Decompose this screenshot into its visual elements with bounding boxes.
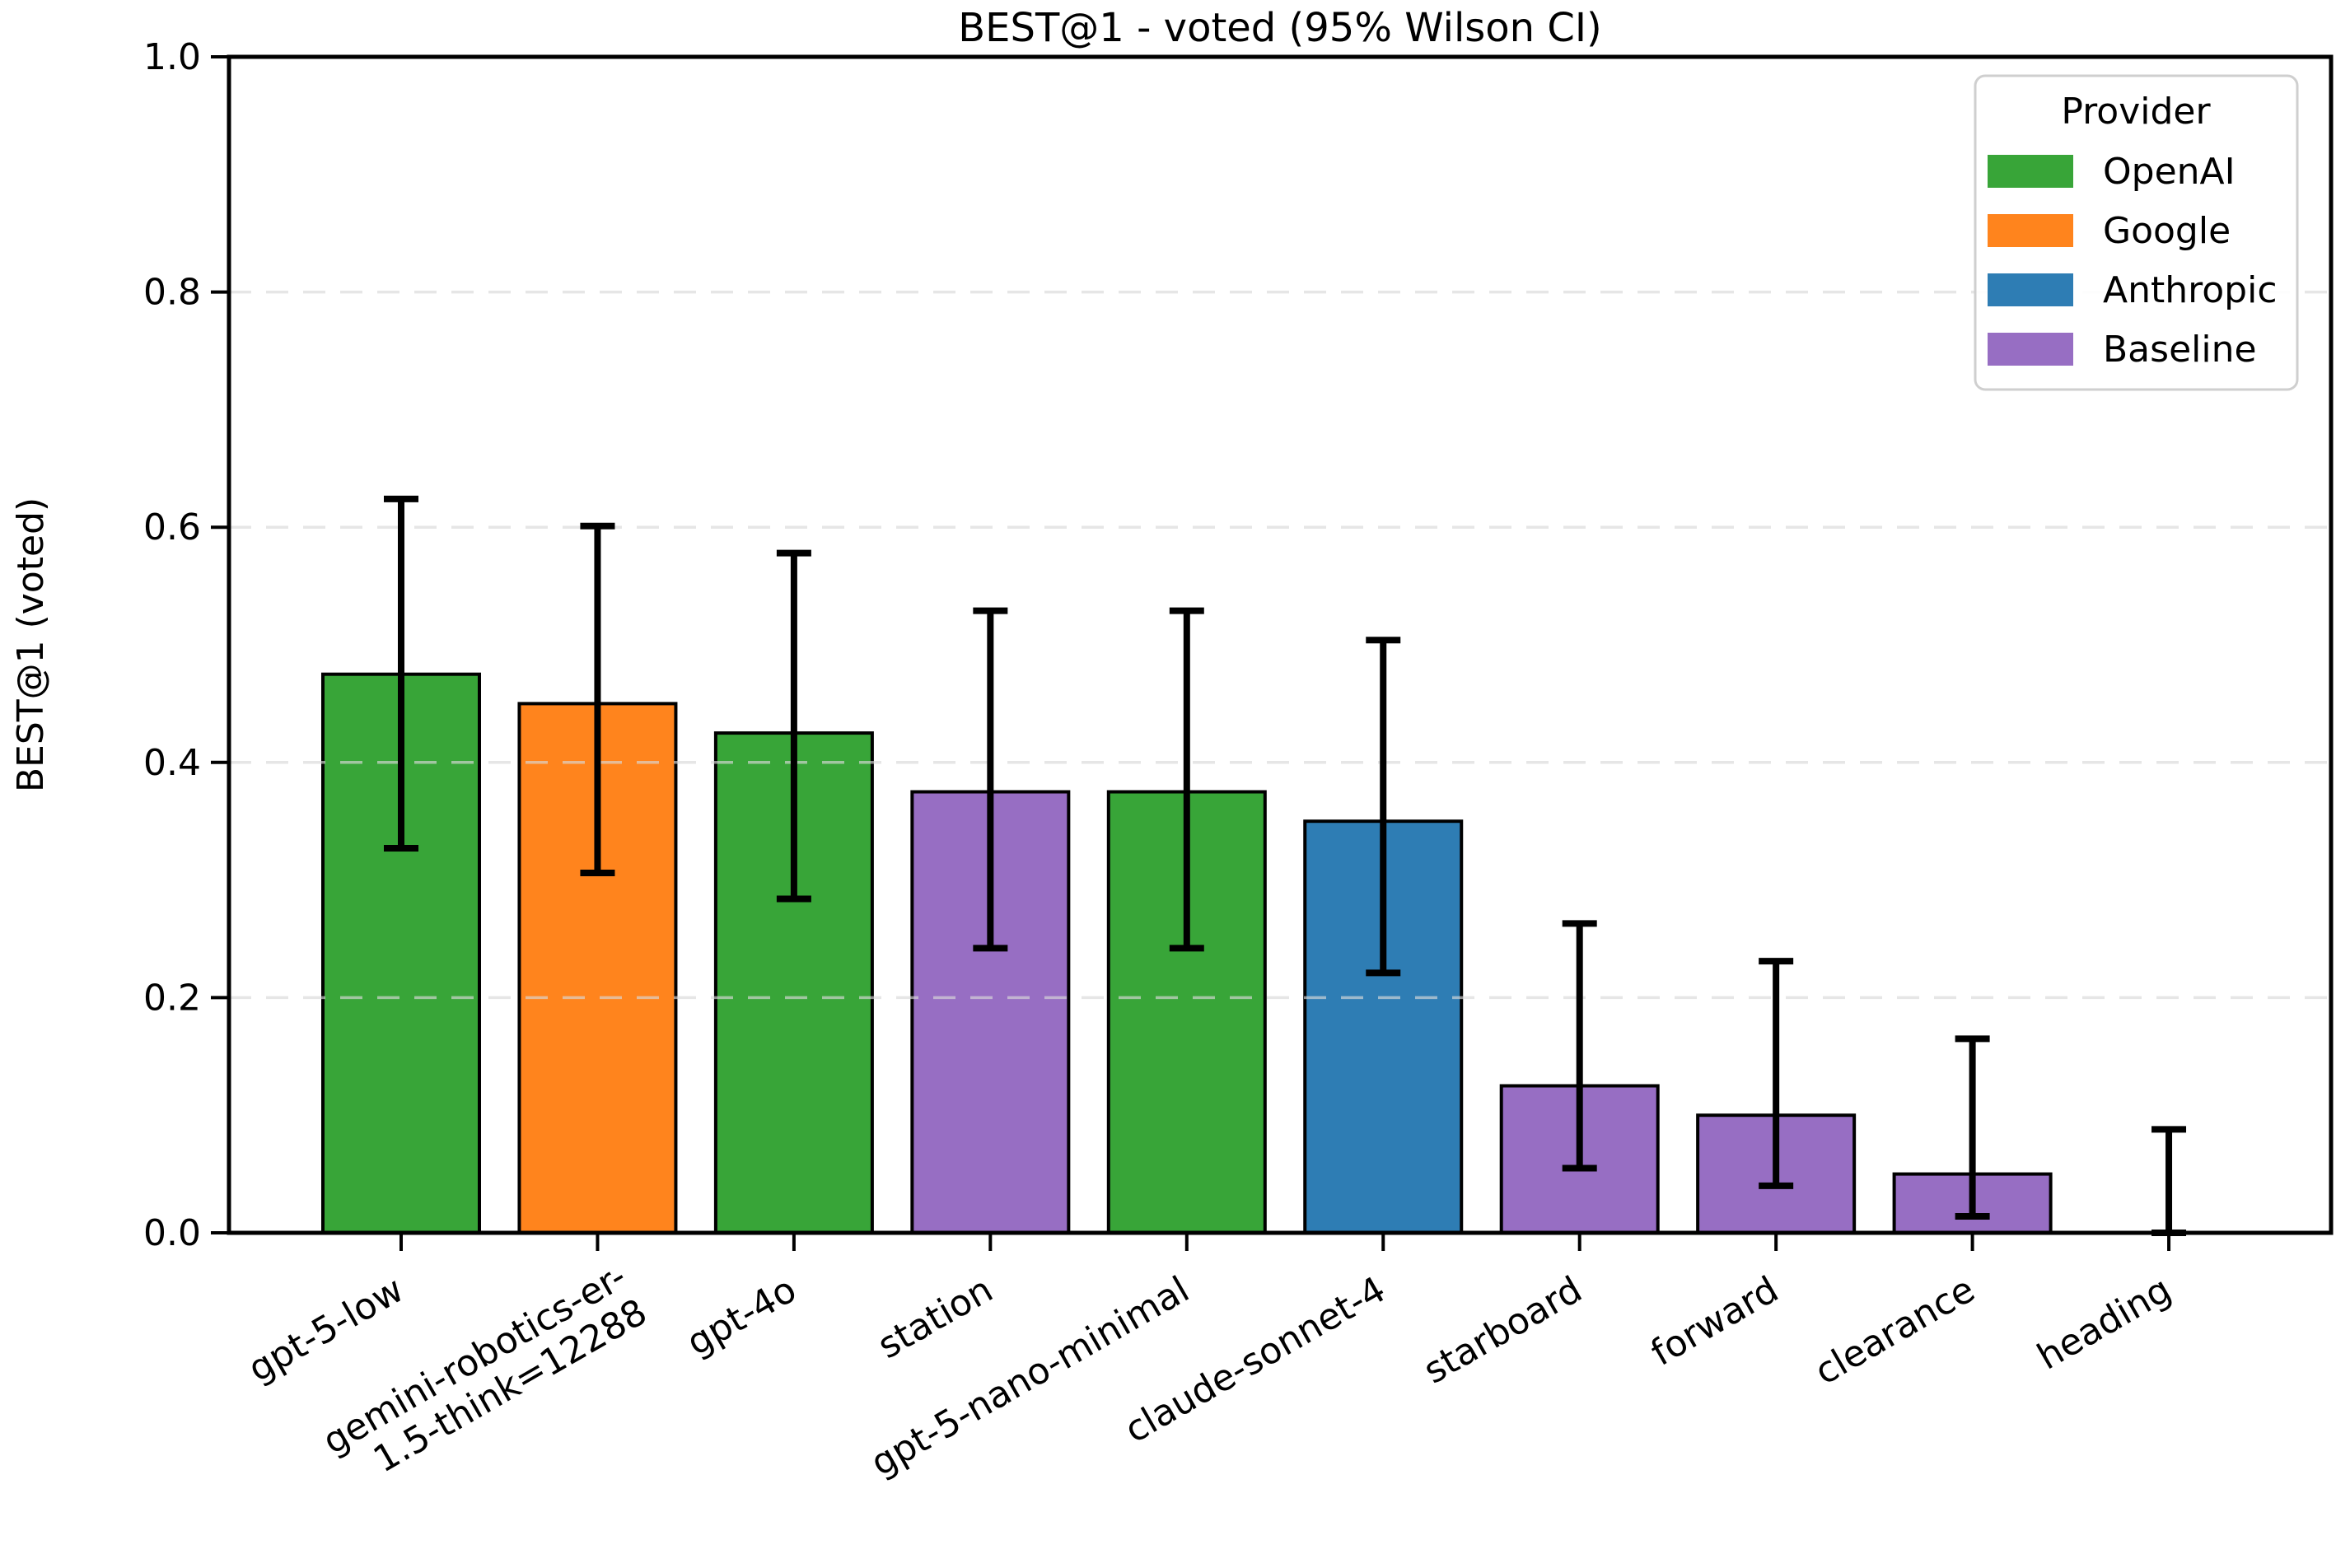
error-bar-gpt-5-nano-minimal [1169,607,1204,952]
error-bar-station [973,607,1008,952]
error-bar-clearance [1955,1035,1990,1220]
legend-entry-Anthropic: Anthropic [1988,269,2278,311]
legend-swatch-Baseline [1988,333,2073,366]
x-tick-label-gpt-5-nano-minimal: gpt-5-nano-minimal [864,1268,1196,1484]
error-bar-gpt-4o [776,549,811,903]
y-axis-label: BEST@1 (voted) [10,497,52,792]
x-ticks-layer: gpt-5-lowgemini-robotics-er-1.5-think=12… [241,1233,2179,1485]
x-tick-label-heading: heading [2030,1268,2179,1378]
error-bar-forward [1759,958,1794,1189]
x-tick-label-clearance: clearance [1808,1268,1982,1393]
legend-label-Anthropic: Anthropic [2103,269,2278,311]
legend-entry-OpenAI: OpenAI [1988,151,2236,193]
x-tick-label-forward: forward [1644,1268,1786,1374]
y-tick-label: 1.0 [143,36,201,78]
axes-frame [227,54,2334,1235]
legend-swatch-Anthropic [1988,273,2073,306]
legend-swatch-OpenAI [1988,155,2073,188]
legend-entry-Baseline: Baseline [1988,329,2257,371]
error-bar-claude-sonnet-4 [1366,637,1401,977]
y-tick-label: 0.4 [143,742,201,784]
y-tick-label: 0.0 [143,1212,201,1254]
error-bar-starboard [1562,920,1597,1172]
x-tick-label-station: station [871,1268,1000,1367]
legend: Provider OpenAI Google Anthropic Baseline [1974,74,2299,391]
legend-entry-Google: Google [1988,210,2231,252]
legend-swatch-Google [1988,214,2073,247]
axes-frame-layer [227,54,2334,1235]
error-bar-heading [2151,1126,2187,1236]
legend-label-Baseline: Baseline [2103,329,2257,371]
y-tick-label: 0.8 [143,272,201,314]
chart-title: BEST@1 - voted (95% Wilson CI) [958,5,1601,51]
y-tick-label: 0.2 [143,977,201,1019]
y-tick-label: 0.6 [143,506,201,548]
legend-box [1974,74,2299,391]
legend-label-OpenAI: OpenAI [2103,151,2236,193]
legend-entries: OpenAI Google Anthropic Baseline [1988,151,2278,371]
error-bar-gemini-robotics-er-1.5-think=12288 [580,522,615,877]
y-ticks-layer: 0.0 0.2 0.4 0.6 0.8 1.0 [143,36,229,1254]
error-bar-gpt-5-low [384,495,418,852]
legend-label-Google: Google [2103,210,2231,252]
legend-title: Provider [2061,91,2211,133]
x-tick-label-starboard: starboard [1417,1268,1589,1392]
x-tick-label-gpt-5-low: gpt-5-low [241,1268,411,1390]
x-tick-label-gpt-4o: gpt-4o [680,1268,803,1364]
error-bars-layer [384,495,2187,1236]
